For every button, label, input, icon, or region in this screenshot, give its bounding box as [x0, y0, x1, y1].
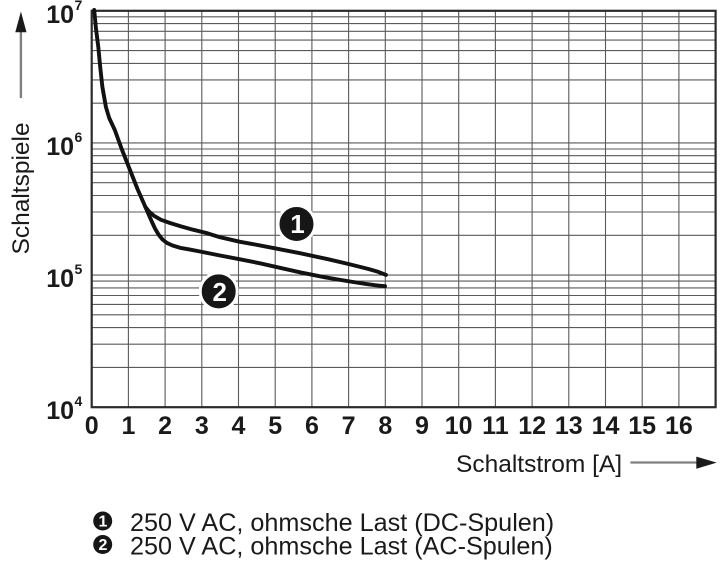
- svg-text:1: 1: [99, 514, 108, 531]
- svg-text:2: 2: [212, 277, 226, 307]
- svg-text:2: 2: [158, 412, 172, 440]
- svg-text:15: 15: [628, 412, 656, 440]
- svg-text:10: 10: [46, 1, 74, 29]
- svg-text:5: 5: [268, 412, 282, 440]
- svg-text:10: 10: [46, 265, 74, 293]
- svg-text:250 V AC, ohmsche Last (AC-Spu: 250 V AC, ohmsche Last (AC-Spulen): [130, 533, 553, 561]
- svg-text:1: 1: [290, 209, 304, 239]
- svg-text:3: 3: [195, 412, 209, 440]
- svg-text:8: 8: [378, 412, 392, 440]
- svg-text:0: 0: [85, 412, 99, 440]
- svg-text:7: 7: [342, 412, 356, 440]
- svg-text:4: 4: [232, 412, 246, 440]
- svg-text:6: 6: [75, 129, 83, 145]
- svg-text:10: 10: [46, 133, 74, 161]
- svg-text:5: 5: [75, 261, 83, 277]
- svg-text:9: 9: [415, 412, 429, 440]
- svg-text:250 V AC, ohmsche Last (DC-Spu: 250 V AC, ohmsche Last (DC-Spulen): [130, 509, 554, 537]
- svg-text:6: 6: [305, 412, 319, 440]
- svg-text:10: 10: [445, 412, 473, 440]
- svg-text:14: 14: [592, 412, 620, 440]
- svg-text:10: 10: [46, 397, 74, 425]
- svg-text:11: 11: [482, 412, 509, 440]
- svg-text:1: 1: [121, 412, 135, 440]
- svg-text:4: 4: [75, 393, 83, 409]
- svg-text:16: 16: [665, 412, 693, 440]
- svg-text:12: 12: [518, 412, 546, 440]
- svg-text:7: 7: [75, 0, 83, 13]
- svg-text:13: 13: [555, 412, 583, 440]
- svg-text:2: 2: [99, 537, 108, 554]
- svg-text:Schaltspiele: Schaltspiele: [8, 122, 35, 254]
- svg-text:Schaltstrom [A]: Schaltstrom [A]: [456, 451, 622, 478]
